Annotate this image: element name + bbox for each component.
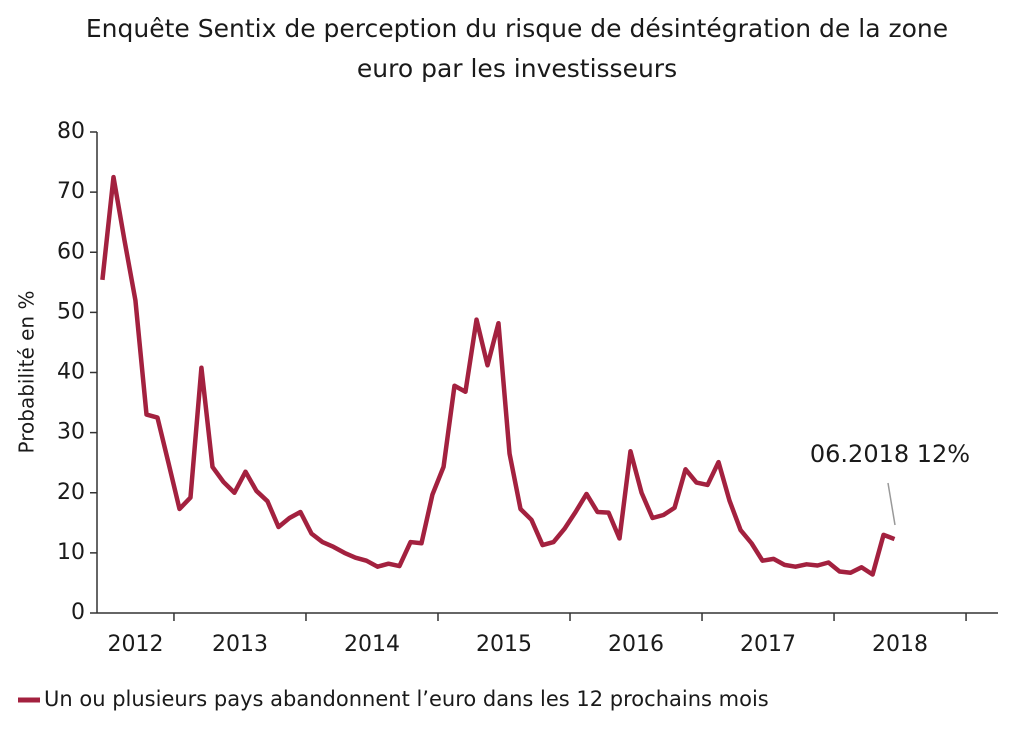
y-tick-label: 20 — [57, 480, 85, 505]
chart-title: Enquête Sentix de perception du risque d… — [86, 14, 948, 43]
y-tick-label: 50 — [57, 299, 85, 324]
x-tick-label: 2014 — [344, 632, 400, 657]
annotation: 06.2018 12% — [810, 440, 970, 468]
y-tick-label: 60 — [57, 239, 85, 264]
legend-label: Un ou plusieurs pays abandonnent l’euro … — [44, 687, 769, 711]
y-tick-label: 10 — [57, 540, 85, 565]
x-tick-label: 2013 — [212, 632, 268, 657]
x-tick-label: 2016 — [608, 632, 664, 657]
y-tick-label: 70 — [57, 179, 85, 204]
y-axis-label: Probabilité en % — [15, 291, 39, 454]
x-tick-label: 2018 — [872, 632, 928, 657]
x-tick-label: 2017 — [740, 632, 796, 657]
y-tick-label: 40 — [57, 360, 85, 385]
y-tick-label: 30 — [57, 420, 85, 445]
y-tick-label: 80 — [57, 119, 85, 144]
x-tick-label: 2012 — [107, 632, 163, 657]
annotation-leader — [887, 482, 896, 526]
data-line — [100, 174, 896, 577]
chart-title: euro par les investisseurs — [357, 54, 677, 83]
y-tick-label: 0 — [71, 600, 85, 625]
x-tick-label: 2015 — [476, 632, 532, 657]
